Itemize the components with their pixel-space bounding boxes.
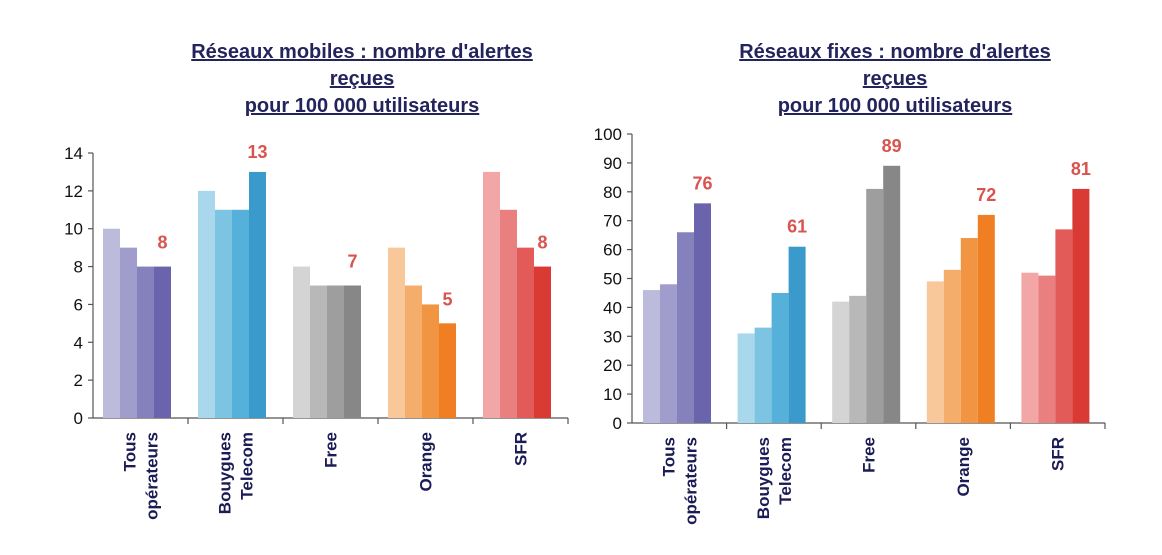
- fixed-bar-1-2: [660, 284, 677, 423]
- fixed-y-tick-label: 40: [603, 298, 622, 317]
- fixed-y-tick-label: 80: [603, 183, 622, 202]
- fixed-y-tick-label: 50: [603, 270, 622, 289]
- mobile-bar-1-2: [120, 247, 137, 418]
- fixed-y-tick-label: 90: [603, 154, 622, 173]
- mobile-bar-4-1: [388, 247, 405, 418]
- fixed-bar-3-3: [866, 188, 884, 423]
- mobile-bar-1-3: [137, 266, 154, 418]
- fixed-bar-2-2: [754, 327, 772, 423]
- mobile-category-label: opérateurs: [143, 432, 162, 520]
- mobile-data-label: 7: [347, 252, 357, 272]
- fixed-bar-3-2: [849, 295, 867, 423]
- mobile-category-label: Orange: [417, 432, 436, 492]
- fixed-bar-1-4: [694, 203, 711, 423]
- chart-mobile-svg: Réseaux mobiles : nombre d'alertes reçues…: [64, 41, 569, 520]
- mobile-data-label: 8: [157, 233, 167, 253]
- chart-fixed-svg: Réseaux fixes : nombre d'alertes reçues po…: [594, 41, 1106, 525]
- mobile-title-line-2: reçues: [330, 68, 395, 90]
- fixed-title-line-2: reçues: [863, 68, 928, 90]
- mobile-bar-2-2: [215, 209, 232, 418]
- mobile-y-tick-label: 12: [64, 182, 83, 201]
- fixed-y-tick-label: 0: [613, 414, 622, 433]
- mobile-y-tick-label: 6: [74, 295, 83, 314]
- mobile-category-label: Bouygues: [216, 432, 235, 514]
- mobile-bar-2-4: [249, 171, 266, 418]
- fixed-bar-1-3: [677, 232, 694, 423]
- fixed-bar-5-2: [1038, 275, 1056, 423]
- fixed-bar-3-4: [883, 165, 901, 424]
- fixed-y-tick-label: 30: [603, 327, 622, 346]
- mobile-y-tick-label: 14: [64, 144, 83, 163]
- chart-mobile-networks: Réseaux mobiles : nombre d'alertes reçues…: [64, 41, 569, 520]
- fixed-bar-5-1: [1021, 272, 1039, 423]
- fixed-bar-2-3: [771, 292, 789, 423]
- mobile-category-label: SFR: [512, 432, 531, 466]
- mobile-y-tick-label: 2: [74, 371, 83, 390]
- mobile-bar-5-3: [517, 247, 534, 418]
- mobile-category-label: Free: [322, 432, 341, 468]
- fixed-bar-4-3: [960, 238, 978, 423]
- fixed-category-label: SFR: [1049, 437, 1068, 471]
- mobile-bar-3-1: [293, 266, 310, 418]
- fixed-bar-3-1: [832, 301, 850, 423]
- mobile-bar-1-1: [103, 228, 120, 418]
- mobile-bar-3-3: [327, 285, 344, 418]
- fixed-category-label: Orange: [954, 437, 973, 497]
- fixed-bar-4-1: [926, 281, 944, 423]
- mobile-title-line-3: pour 100 000 utilisateurs: [245, 95, 480, 117]
- mobile-data-label: 8: [537, 233, 547, 253]
- mobile-bar-1-4: [154, 266, 171, 418]
- mobile-bar-4-2: [405, 285, 422, 418]
- fixed-data-label: 81: [1071, 159, 1091, 179]
- fixed-data-label: 89: [882, 136, 902, 156]
- fixed-data-label: 76: [692, 173, 712, 193]
- mobile-bar-2-3: [232, 209, 249, 418]
- mobile-bar-3-4: [344, 285, 361, 418]
- fixed-category-label: opérateurs: [681, 437, 700, 525]
- mobile-bar-2-1: [198, 190, 215, 418]
- mobile-bar-5-1: [483, 171, 500, 418]
- mobile-y-tick-label: 10: [64, 220, 83, 239]
- fixed-bar-4-2: [943, 269, 961, 423]
- fixed-data-label: 61: [787, 217, 807, 237]
- fixed-y-tick-label: 20: [603, 356, 622, 375]
- fixed-category-label: Free: [860, 437, 879, 473]
- fixed-category-label: Bouygues: [754, 437, 773, 519]
- fixed-title-line-3: pour 100 000 utilisateurs: [778, 95, 1013, 117]
- mobile-y-tick-label: 0: [74, 409, 83, 428]
- mobile-bar-4-4: [439, 323, 456, 418]
- fixed-bar-5-4: [1072, 188, 1090, 423]
- fixed-y-tick-label: 70: [603, 212, 622, 231]
- fixed-bar-2-1: [737, 333, 755, 423]
- fixed-y-tick-label: 10: [603, 385, 622, 404]
- fixed-bar-4-4: [977, 214, 995, 423]
- fixed-category-label: Telecom: [776, 437, 795, 505]
- mobile-title-line-1: Réseaux mobiles : nombre d'alertes: [191, 41, 533, 63]
- chart-fixed-networks: Réseaux fixes : nombre d'alertes reçues po…: [580, 0, 1162, 555]
- fixed-bar-2-4: [788, 246, 806, 423]
- mobile-bar-4-3: [422, 304, 439, 418]
- mobile-category-label: Telecom: [238, 432, 257, 500]
- fixed-title-line-1: Réseaux fixes : nombre d'alertes: [739, 41, 1051, 63]
- fixed-y-tick-label: 100: [594, 125, 622, 144]
- fixed-bar-5-3: [1055, 229, 1073, 423]
- mobile-bar-5-4: [534, 266, 551, 418]
- mobile-y-tick-label: 8: [74, 258, 83, 277]
- mobile-bar-5-2: [500, 209, 517, 418]
- mobile-category-label: Tous: [121, 432, 140, 471]
- mobile-y-tick-label: 4: [74, 333, 83, 352]
- fixed-category-label: Tous: [659, 437, 678, 476]
- mobile-data-label: 13: [247, 142, 267, 162]
- mobile-data-label: 5: [442, 289, 452, 309]
- fixed-data-label: 72: [976, 185, 996, 205]
- fixed-y-tick-label: 60: [603, 241, 622, 260]
- mobile-bar-3-2: [310, 285, 327, 418]
- fixed-bar-1-1: [643, 290, 660, 423]
